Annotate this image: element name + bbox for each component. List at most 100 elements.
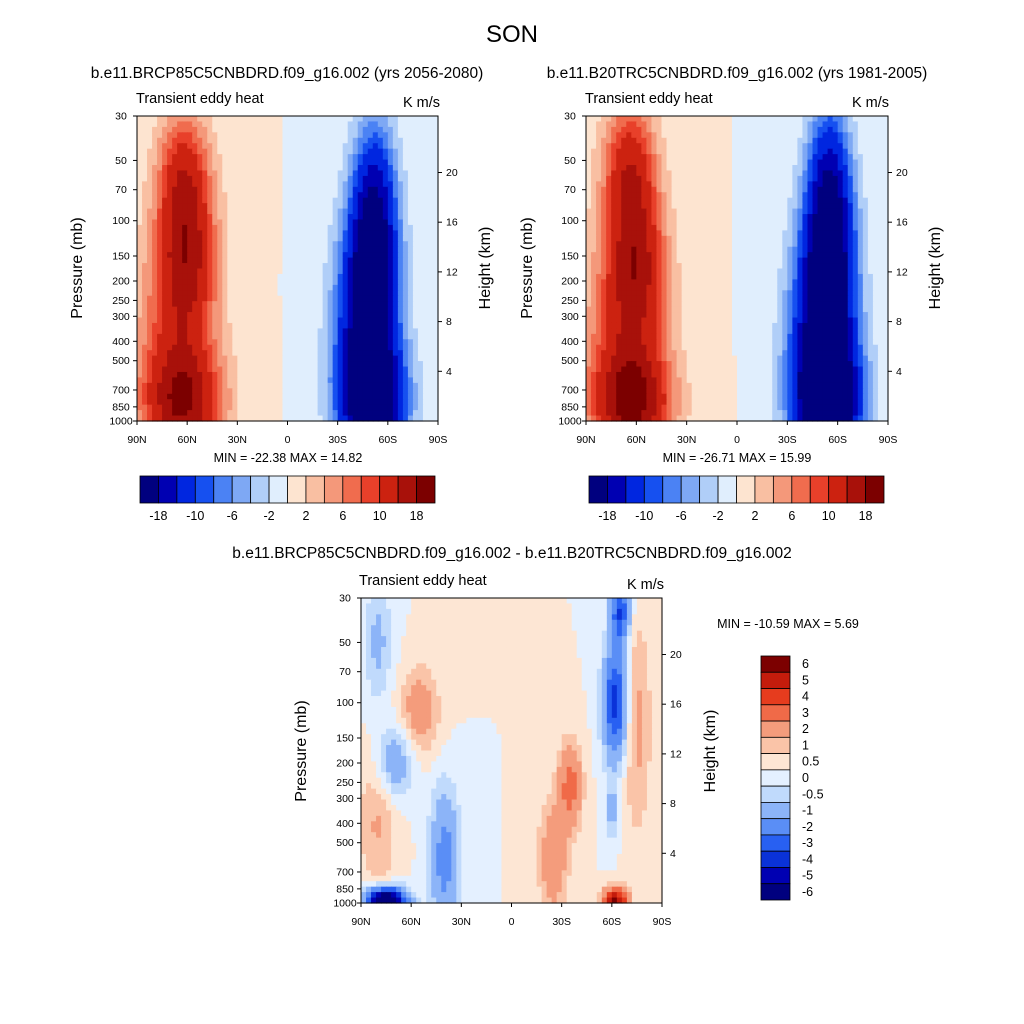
heatmap-cell xyxy=(387,312,394,319)
heatmap-cell xyxy=(852,137,859,144)
heatmap-cell xyxy=(606,252,612,259)
heatmap-cell xyxy=(362,257,369,264)
heatmap-cell xyxy=(227,284,233,291)
heatmap-cell xyxy=(591,165,597,172)
heatmap-cell xyxy=(626,214,632,221)
heatmap-cell xyxy=(432,290,439,297)
heatmap-cell xyxy=(137,322,143,330)
heatmap-cell xyxy=(591,252,597,259)
heatmap-cell xyxy=(742,148,748,155)
heatmap-cell xyxy=(626,241,632,248)
heatmap-cell xyxy=(282,246,289,253)
heatmap-cell xyxy=(432,355,439,362)
heatmap-cell xyxy=(222,322,228,330)
heatmap-cell xyxy=(297,404,304,411)
heatmap-cell xyxy=(591,159,597,166)
heatmap-cell xyxy=(307,388,314,395)
heatmap-cell xyxy=(267,116,274,123)
heatmap-cell xyxy=(342,170,349,177)
heatmap-cell xyxy=(322,377,329,384)
heatmap-cell xyxy=(596,159,602,166)
heatmap-cell xyxy=(182,132,188,139)
heatmap-cell xyxy=(197,333,203,340)
heatmap-cell xyxy=(272,214,279,221)
heatmap-cell xyxy=(412,186,419,193)
heatmap-cell xyxy=(172,159,178,166)
heatmap-cell xyxy=(162,230,168,237)
heatmap-cell xyxy=(611,192,617,199)
heatmap-cell xyxy=(192,208,198,215)
heatmap-cell xyxy=(277,235,284,242)
heatmap-cell xyxy=(282,197,289,204)
heatmap-cell xyxy=(716,219,723,226)
heatmap-cell xyxy=(257,203,264,210)
heatmap-cell xyxy=(591,246,597,253)
heatmap-cell xyxy=(417,301,424,308)
heatmap-cell xyxy=(177,388,183,395)
heatmap-cell xyxy=(157,415,163,422)
heatmap-cell xyxy=(626,165,632,172)
heatmap-cell xyxy=(232,230,238,237)
heatmap-cell xyxy=(322,306,329,313)
heatmap-cell xyxy=(272,268,279,275)
heatmap-cell xyxy=(812,143,819,150)
heatmap-cell xyxy=(202,175,208,182)
heatmap-cell xyxy=(167,312,173,319)
heatmap-cell xyxy=(162,301,168,308)
heatmap-cell xyxy=(167,317,173,324)
heatmap-cell xyxy=(397,388,404,395)
heatmap-cell xyxy=(656,186,663,193)
heatmap-cell xyxy=(342,410,349,417)
heatmap-cell xyxy=(701,148,708,155)
heatmap-cell xyxy=(172,241,178,248)
heatmap-cell xyxy=(837,175,844,182)
heatmap-cell xyxy=(427,301,434,308)
heatmap-cell xyxy=(332,290,339,297)
heatmap-cell xyxy=(591,203,597,210)
heatmap-cell xyxy=(377,175,384,182)
heatmap-cell xyxy=(162,126,168,133)
heatmap-cell xyxy=(242,284,248,291)
heatmap-cell xyxy=(606,121,612,128)
heatmap-cell xyxy=(267,361,274,368)
heatmap-cell xyxy=(641,197,647,204)
heatmap-cell xyxy=(262,159,269,166)
heatmap-cell xyxy=(392,137,399,144)
heatmap-cell xyxy=(247,246,253,253)
heatmap-cell xyxy=(152,219,158,226)
heatmap-cell xyxy=(267,252,274,259)
heatmap-cell xyxy=(237,279,243,286)
heatmap-cell xyxy=(237,306,243,313)
heatmap-cell xyxy=(257,186,264,193)
heatmap-cell xyxy=(872,116,879,123)
heatmap-cell xyxy=(177,257,183,264)
heatmap-cell xyxy=(137,382,143,389)
heatmap-cell xyxy=(342,186,349,193)
heatmap-cell xyxy=(661,246,668,253)
heatmap-cell xyxy=(337,273,344,280)
heatmap-cell xyxy=(641,137,647,144)
heatmap-cell xyxy=(227,322,233,330)
heatmap-cell xyxy=(237,328,243,335)
heatmap-cell xyxy=(402,181,409,188)
heatmap-cell xyxy=(387,263,394,270)
heatmap-cell xyxy=(287,137,294,144)
heatmap-cell xyxy=(691,219,698,226)
heatmap-cell xyxy=(817,132,824,139)
heatmap-cell xyxy=(142,154,148,161)
heatmap-cell xyxy=(287,241,294,248)
heatmap-cell xyxy=(686,186,693,193)
heatmap-cell xyxy=(377,393,384,400)
heatmap-cell xyxy=(277,366,284,373)
heatmap-cell xyxy=(397,317,404,324)
heatmap-cell xyxy=(661,224,668,231)
heatmap-cell xyxy=(182,148,188,155)
heatmap-cell xyxy=(167,208,173,215)
heatmap-cell xyxy=(297,382,304,389)
heatmap-cell xyxy=(307,192,314,199)
heatmap-cell xyxy=(407,377,414,384)
heatmap-cell xyxy=(222,273,228,280)
heatmap-cell xyxy=(222,170,228,177)
heatmap-cell xyxy=(621,230,627,237)
heatmap-cell xyxy=(666,126,673,133)
